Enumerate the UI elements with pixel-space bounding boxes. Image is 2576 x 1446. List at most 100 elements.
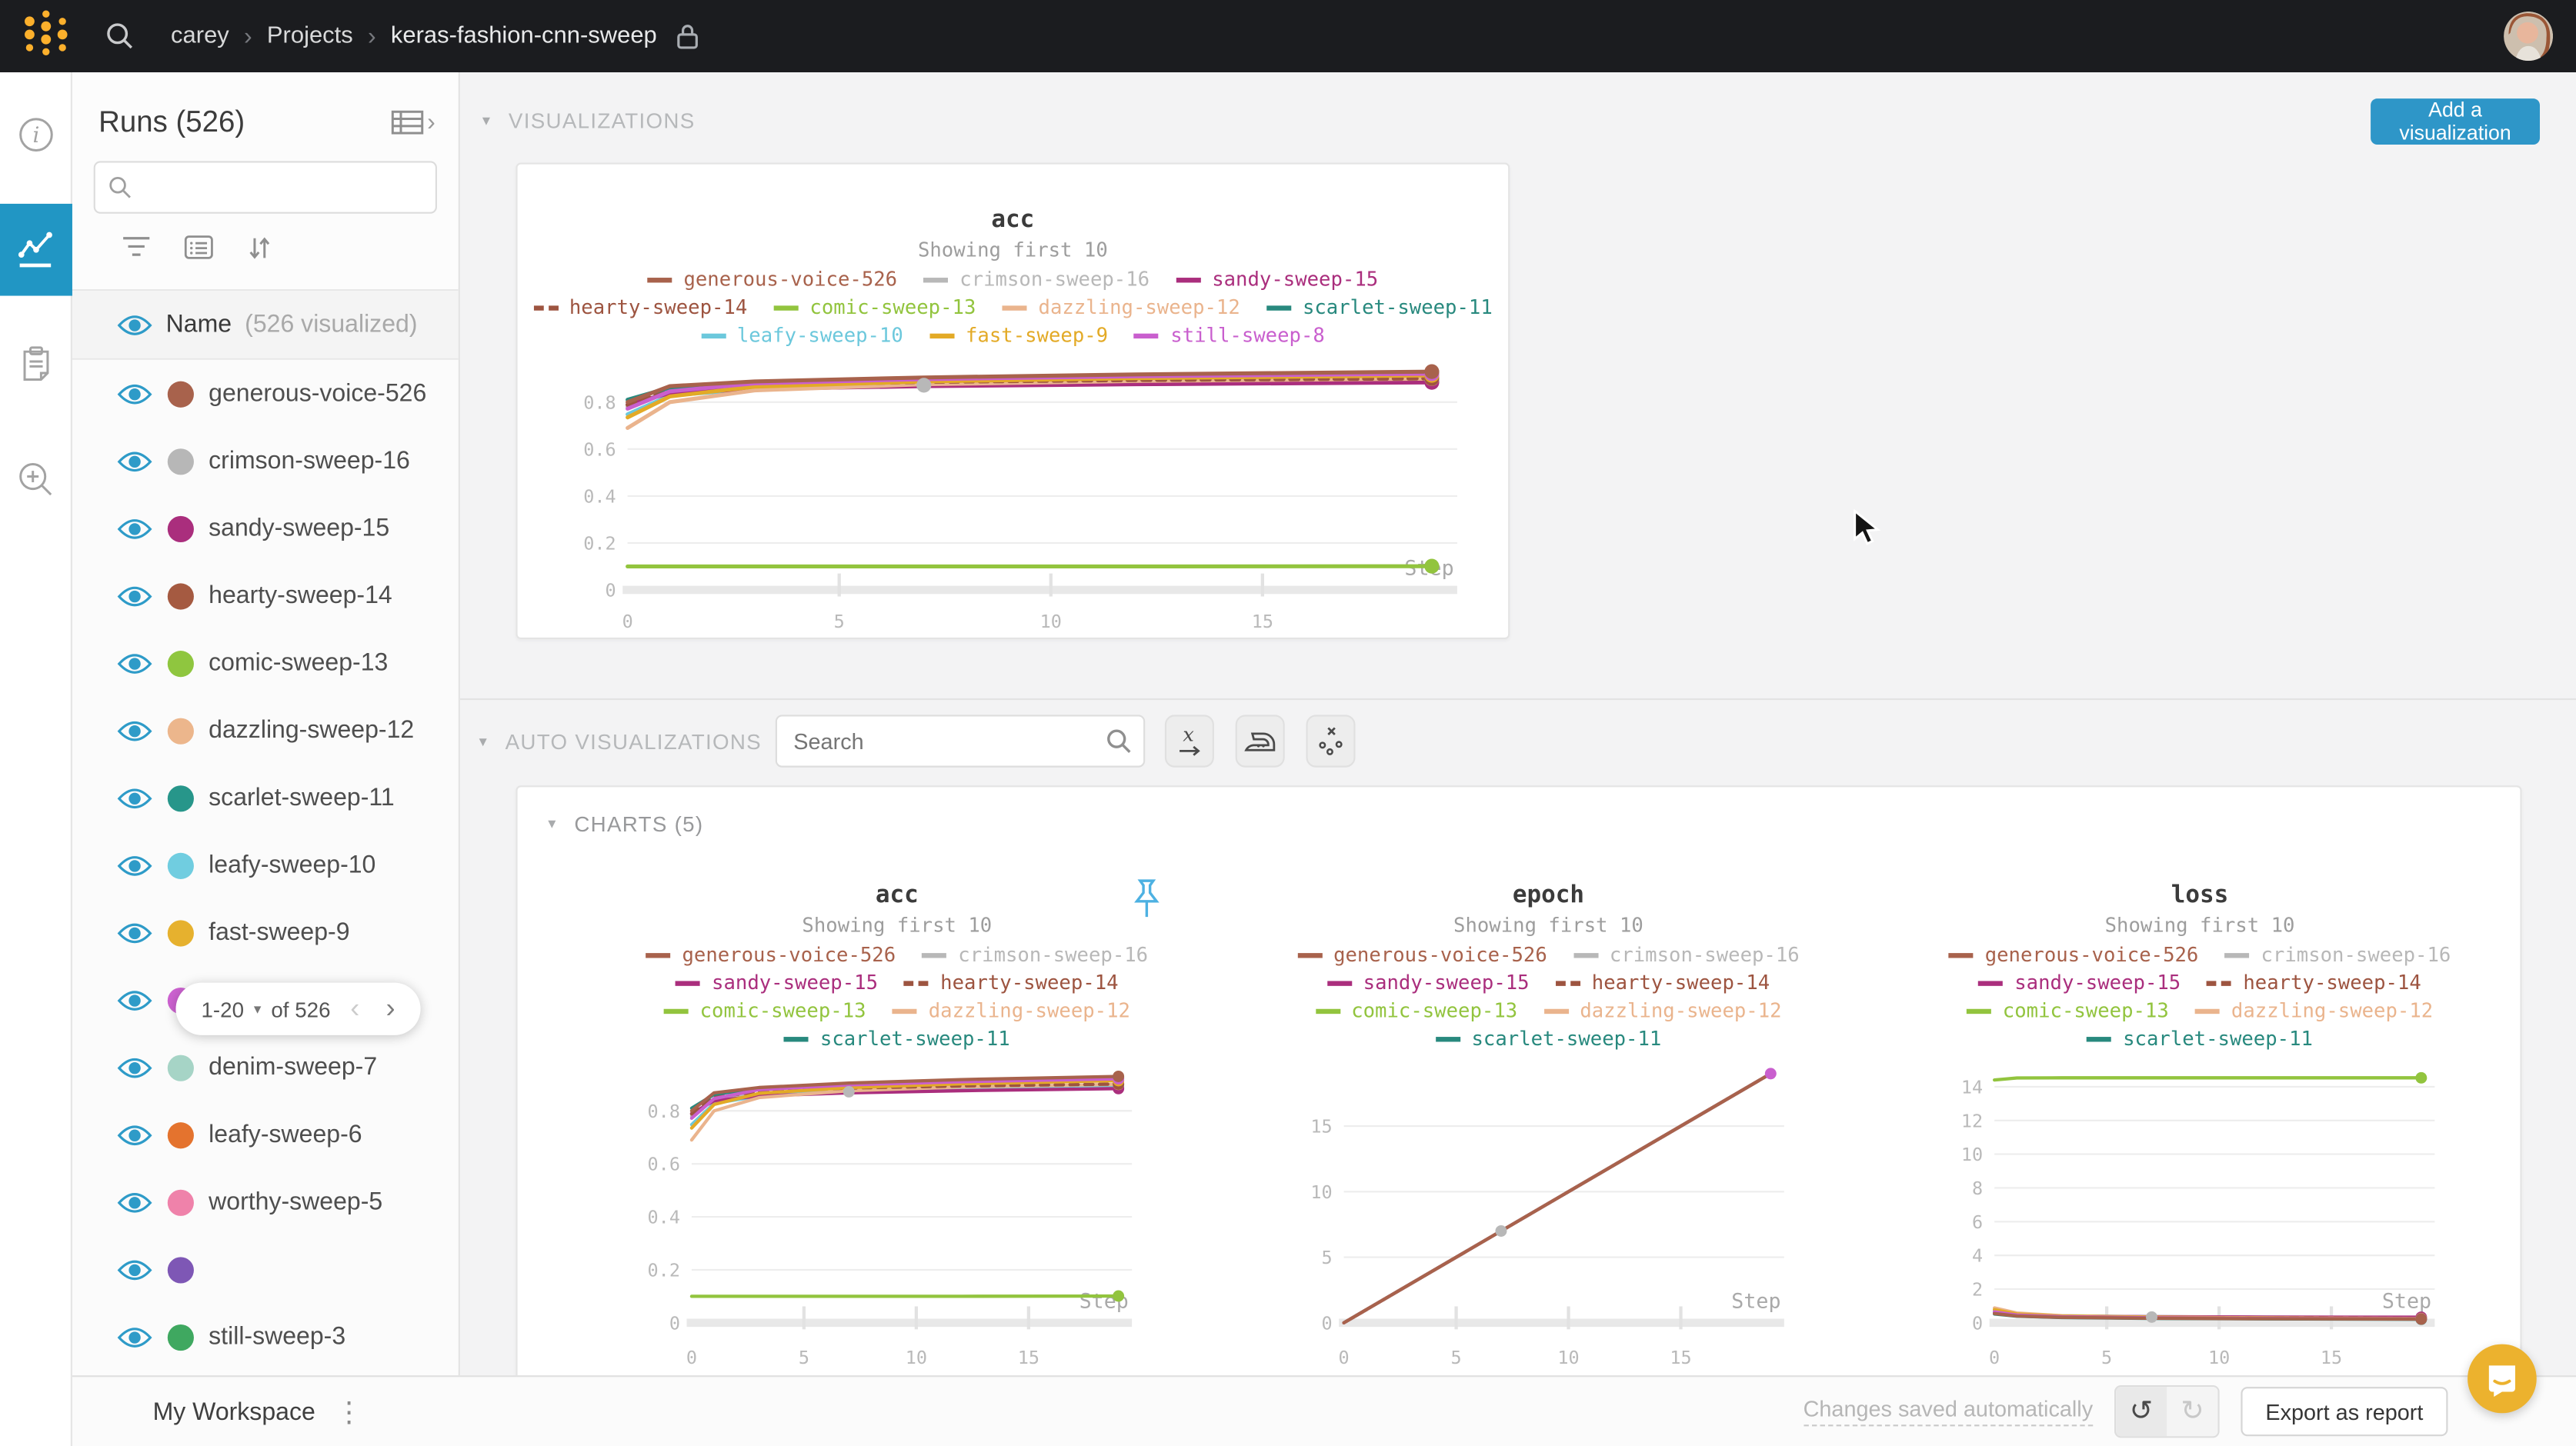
run-row[interactable]: comic-sweep-13: [72, 629, 459, 697]
legend-item[interactable]: generous-voice-526: [1297, 943, 1547, 966]
legend-item[interactable]: leafy-sweep-10: [700, 324, 903, 347]
legend-item[interactable]: comic-sweep-13: [1966, 999, 2169, 1022]
notes-tab[interactable]: [0, 318, 72, 411]
visibility-eye-icon[interactable]: [117, 449, 153, 472]
visibility-eye-icon[interactable]: [117, 1056, 153, 1079]
acc-panel-card[interactable]: acc Showing first 10 generous-voice-526 c…: [516, 162, 1510, 640]
sort-icon[interactable]: [246, 235, 272, 270]
visibility-eye-icon[interactable]: [117, 854, 153, 877]
intercom-chat-button[interactable]: [2468, 1344, 2537, 1414]
run-row[interactable]: fast-sweep-9: [72, 898, 459, 967]
zoom-in-tab[interactable]: [0, 434, 72, 526]
legend-item[interactable]: sandy-sweep-15: [676, 971, 878, 995]
visibility-eye-icon[interactable]: [117, 786, 153, 809]
visibility-all-eye-icon[interactable]: [117, 313, 153, 336]
smoothing-iron-button[interactable]: [1235, 715, 1285, 768]
visibility-eye-icon[interactable]: [117, 382, 153, 405]
global-search-icon[interactable]: [105, 22, 135, 51]
legend-item[interactable]: scarlet-sweep-11: [2087, 1027, 2313, 1050]
info-tab[interactable]: i: [0, 88, 72, 181]
next-page-button[interactable]: ›: [385, 992, 395, 1024]
run-row[interactable]: still-sweep-3: [72, 1303, 459, 1371]
visibility-eye-icon[interactable]: [117, 988, 153, 1011]
legend-item[interactable]: hearty-sweep-14: [2207, 971, 2421, 995]
page-range[interactable]: 1-20: [201, 996, 245, 1021]
visibility-eye-icon[interactable]: [117, 1123, 153, 1146]
wandb-logo-icon[interactable]: [23, 8, 69, 65]
legend-item[interactable]: still-sweep-8: [1134, 324, 1325, 347]
pin-panel-icon[interactable]: [1130, 878, 1163, 938]
collapse-triangle-icon[interactable]: ▼: [476, 734, 491, 750]
visibility-eye-icon[interactable]: [117, 719, 153, 742]
run-row[interactable]: worthy-sweep-5: [72, 1168, 459, 1236]
visibility-eye-icon[interactable]: [117, 1325, 153, 1348]
legend-item[interactable]: sandy-sweep-15: [1978, 971, 2181, 995]
runs-table-button[interactable]: ›: [391, 108, 435, 136]
legend-item[interactable]: fast-sweep-9: [929, 324, 1108, 347]
visibility-eye-icon[interactable]: [117, 517, 153, 540]
run-row[interactable]: leafy-sweep-10: [72, 831, 459, 899]
legend-item[interactable]: dazzling-sweep-12: [1002, 296, 1240, 318]
legend-item[interactable]: scarlet-sweep-11: [783, 1027, 1010, 1050]
loss-plot-area[interactable]: 0 2 4 6 8 10 12 14 0 5 10 15 Step: [1945, 1053, 2454, 1368]
breadcrumb-user[interactable]: carey: [171, 22, 229, 50]
legend-item[interactable]: comic-sweep-13: [773, 296, 976, 318]
export-report-button[interactable]: Export as report: [2241, 1387, 2448, 1437]
visibility-eye-icon[interactable]: [117, 921, 153, 944]
visibility-eye-icon[interactable]: [117, 651, 153, 675]
legend-item[interactable]: crimson-sweep-16: [922, 943, 1148, 966]
visibility-eye-icon[interactable]: [117, 584, 153, 607]
user-avatar[interactable]: [2504, 11, 2554, 62]
collapse-triangle-icon[interactable]: ▼: [479, 113, 494, 128]
legend-item[interactable]: crimson-sweep-16: [2224, 943, 2451, 966]
run-row[interactable]: [72, 1235, 459, 1304]
run-row[interactable]: denim-sweep-7: [72, 1033, 459, 1101]
panel-search-input[interactable]: [775, 715, 1146, 768]
prev-page-button[interactable]: ‹: [350, 992, 360, 1024]
run-row[interactable]: crimson-sweep-16: [72, 427, 459, 495]
legend-item[interactable]: generous-voice-526: [646, 943, 896, 966]
legend-item[interactable]: hearty-sweep-14: [1555, 971, 1770, 995]
legend-item[interactable]: sandy-sweep-15: [1326, 971, 1530, 995]
legend-item[interactable]: scarlet-sweep-11: [1266, 296, 1493, 318]
run-row[interactable]: dazzling-sweep-12: [72, 696, 459, 765]
legend-item[interactable]: dazzling-sweep-12: [1543, 999, 1782, 1022]
group-list-icon[interactable]: [184, 235, 213, 270]
add-visualization-button[interactable]: Add a visualization: [2371, 98, 2541, 145]
redo-button[interactable]: ↻: [2167, 1387, 2218, 1437]
workspace-menu-icon[interactable]: ⋮: [335, 1395, 363, 1428]
legend-item[interactable]: comic-sweep-13: [1315, 999, 1517, 1022]
runs-name-header[interactable]: Name (526 visualized): [72, 291, 459, 360]
breadcrumb-projects[interactable]: Projects: [266, 22, 353, 50]
legend-item[interactable]: sandy-sweep-15: [1176, 268, 1378, 291]
legend-item[interactable]: scarlet-sweep-11: [1435, 1027, 1661, 1050]
legend-item[interactable]: generous-voice-526: [1948, 943, 2198, 966]
run-row[interactable]: hearty-sweep-14: [72, 561, 459, 630]
undo-button[interactable]: ↺: [2116, 1387, 2167, 1437]
legend-item[interactable]: hearty-sweep-14: [904, 971, 1119, 995]
runs-search-input[interactable]: [93, 161, 437, 214]
visibility-eye-icon[interactable]: [117, 1191, 153, 1214]
run-row[interactable]: leafy-sweep-6: [72, 1101, 459, 1168]
legend-item[interactable]: dazzling-sweep-12: [2194, 999, 2433, 1022]
epoch-plot-area[interactable]: 0 5 10 15 0 5 10 15 Step: [1293, 1053, 1803, 1368]
visibility-eye-icon[interactable]: [117, 1258, 153, 1281]
run-row[interactable]: generous-voice-526: [72, 359, 459, 428]
run-row[interactable]: sandy-sweep-15: [72, 495, 459, 562]
collapse-triangle-icon[interactable]: ▼: [545, 816, 560, 832]
outliers-button[interactable]: [1306, 715, 1356, 768]
legend-item[interactable]: dazzling-sweep-12: [892, 999, 1130, 1022]
filter-icon[interactable]: [122, 235, 151, 270]
legend-item[interactable]: generous-voice-526: [647, 268, 897, 291]
breadcrumb-project[interactable]: keras-fashion-cnn-sweep: [390, 22, 657, 50]
legend-item[interactable]: hearty-sweep-14: [532, 296, 747, 318]
page-size-caret-icon[interactable]: ▾: [253, 999, 262, 1017]
legend-item[interactable]: comic-sweep-13: [663, 999, 866, 1022]
run-row[interactable]: scarlet-sweep-11: [72, 764, 459, 832]
autosave-status[interactable]: Changes saved automatically: [1803, 1397, 2094, 1427]
legend-item[interactable]: crimson-sweep-16: [923, 268, 1150, 291]
x-axis-settings-button[interactable]: x: [1164, 715, 1214, 768]
charts-tab[interactable]: [0, 203, 72, 296]
